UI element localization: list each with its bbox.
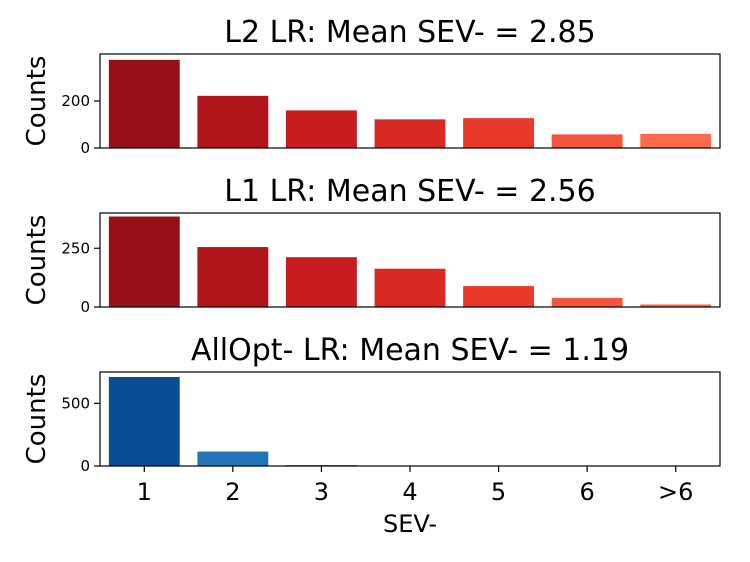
x-tick-label: 1	[137, 478, 152, 506]
bar-2	[197, 95, 269, 148]
y-tick-label: 0	[80, 457, 90, 475]
bar-5	[463, 118, 534, 148]
bar-1	[108, 59, 180, 148]
x-tick-label: 6	[580, 478, 595, 506]
chart-title: AllOpt- LR: Mean SEV- = 1.19	[191, 333, 629, 368]
chart-panel-1: 0 200 Counts L2 LR: Mean SEV- = 2.85	[22, 15, 721, 157]
bar-1	[108, 377, 180, 466]
y-tick-label: 250	[61, 239, 90, 257]
y-axis-label: Counts	[22, 56, 52, 147]
bar-4	[374, 119, 446, 148]
x-tick-label: 2	[225, 478, 240, 506]
x-axis-label: SEV-	[383, 510, 437, 538]
bar-3	[286, 110, 357, 148]
chart-title: L2 LR: Mean SEV- = 2.85	[224, 15, 595, 50]
plot-frame	[99, 212, 721, 308]
chart-title: L1 LR: Mean SEV- = 2.56	[224, 174, 595, 209]
bar-2	[197, 451, 269, 466]
bar-gt6	[640, 133, 712, 148]
bar-gt6	[640, 304, 712, 307]
bar-5	[463, 286, 534, 307]
y-tick-label: 500	[61, 394, 90, 412]
chart-panel-2: 0 250 Counts L1 LR: Mean SEV- = 2.56	[22, 174, 721, 316]
bar-6	[551, 134, 623, 148]
y-tick-label: 200	[61, 92, 90, 110]
x-tick-label: 3	[314, 478, 329, 506]
bar-6	[551, 297, 623, 307]
bar-1	[108, 216, 180, 307]
y-axis-label: Counts	[22, 374, 52, 465]
chart-panel-3: 0 500 Counts AllOpt- LR: Mean SEV- = 1.19 1 2…	[22, 333, 721, 538]
bar-4	[374, 268, 446, 307]
x-tick-label: 5	[491, 478, 506, 506]
y-tick-label: 0	[80, 298, 90, 316]
bar-2	[197, 247, 269, 307]
bar-3	[286, 257, 357, 307]
x-tick-label: >6	[658, 478, 693, 506]
plot-frame	[99, 371, 721, 467]
y-axis-label: Counts	[22, 215, 52, 306]
x-tick-label: 4	[402, 478, 417, 506]
y-tick-label: 0	[80, 139, 90, 157]
